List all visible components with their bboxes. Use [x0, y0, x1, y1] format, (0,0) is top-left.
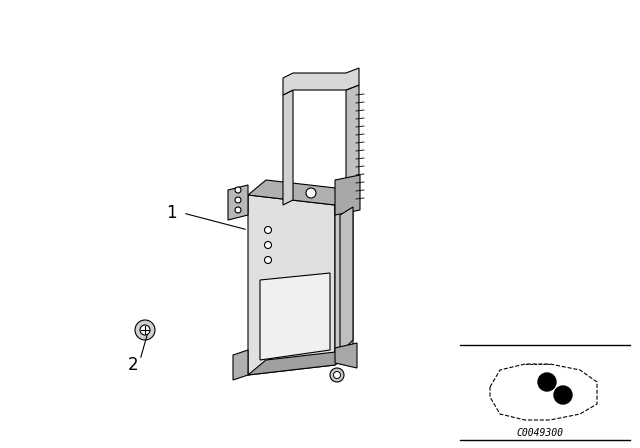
Polygon shape: [248, 180, 353, 205]
Polygon shape: [335, 190, 353, 365]
Circle shape: [140, 325, 150, 335]
Text: 2: 2: [128, 356, 138, 374]
Circle shape: [333, 371, 340, 379]
Circle shape: [235, 187, 241, 193]
Circle shape: [264, 227, 271, 233]
Circle shape: [235, 197, 241, 203]
Polygon shape: [283, 68, 359, 95]
Circle shape: [264, 257, 271, 263]
Circle shape: [235, 207, 241, 213]
Circle shape: [306, 188, 316, 198]
Polygon shape: [283, 90, 293, 205]
Text: 1: 1: [166, 204, 176, 222]
Polygon shape: [335, 175, 360, 215]
Circle shape: [264, 241, 271, 249]
Polygon shape: [335, 343, 357, 368]
Polygon shape: [340, 207, 353, 353]
Polygon shape: [248, 195, 335, 375]
Circle shape: [135, 320, 155, 340]
Circle shape: [538, 373, 556, 391]
Circle shape: [554, 386, 572, 404]
Circle shape: [330, 368, 344, 382]
Polygon shape: [260, 273, 330, 360]
Polygon shape: [228, 185, 248, 220]
Polygon shape: [490, 364, 597, 420]
Polygon shape: [233, 350, 248, 380]
Text: C0049300: C0049300: [516, 428, 563, 438]
Polygon shape: [346, 85, 359, 202]
Polygon shape: [248, 350, 353, 375]
